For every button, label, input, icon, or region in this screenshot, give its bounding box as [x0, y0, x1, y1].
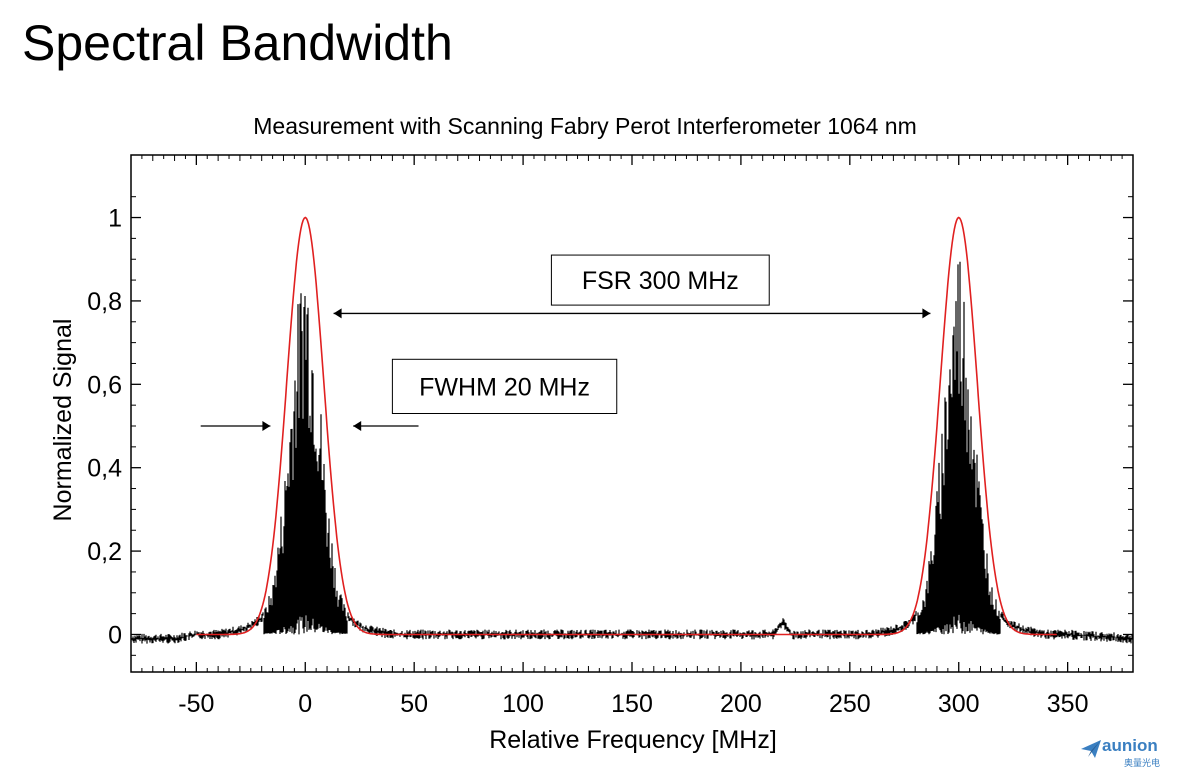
y-tick-label: 0,8: [87, 288, 122, 316]
fwhm-arrow-head-right: [353, 421, 362, 432]
logo-subtitle: 奥量光电: [1124, 759, 1161, 769]
y-tick-label: 0,4: [87, 455, 122, 483]
logo-wordmark: aunion: [1102, 736, 1158, 755]
slide-title: Spectral Bandwidth: [22, 15, 453, 71]
x-tick-label: 200: [720, 690, 762, 718]
x-tick-label: 150: [611, 690, 653, 718]
y-axis: 0 0,2 0,4 0,6 0,8 1: [87, 196, 1133, 656]
x-tick-label: 250: [829, 690, 871, 718]
x-axis-label: Relative Frequency [MHz]: [489, 726, 777, 754]
y-tick-label: 0,2: [87, 538, 122, 566]
y-tick-label: 0: [108, 621, 122, 649]
fsr-arrow-head-left: [333, 308, 342, 319]
annotation-box: [391, 358, 618, 415]
chart-title: Measurement with Scanning Fabry Perot In…: [253, 113, 917, 139]
x-tick-label: 350: [1047, 690, 1089, 718]
x-axis: -50 0 50 100 150 200 250 300 350: [141, 155, 1123, 718]
x-tick-label: 0: [298, 690, 312, 718]
y-tick-label: 1: [108, 205, 122, 233]
fit-curve: [196, 216, 1057, 636]
brand-logo: aunion 奥量光电: [1080, 736, 1180, 772]
annotations: FSR 300 MHz FWHM 20 MHz: [200, 254, 931, 432]
x-tick-label: 100: [502, 690, 544, 718]
x-tick-label: -50: [178, 690, 214, 718]
fsr-arrow-head-right: [922, 308, 931, 319]
annotation-label: FWHM 20 MHz: [419, 373, 590, 401]
series-fit-curve: [196, 216, 1057, 636]
y-axis-label: Normalized Signal: [49, 319, 77, 522]
annotation-label: FSR 300 MHz: [582, 267, 739, 295]
paper-plane-icon: [1081, 740, 1101, 758]
x-tick-label: 300: [938, 690, 980, 718]
y-tick-label: 0,6: [87, 371, 122, 399]
x-tick-label: 50: [400, 690, 428, 718]
annotation-box: [550, 254, 770, 306]
fwhm-arrow-head-left: [262, 421, 271, 432]
